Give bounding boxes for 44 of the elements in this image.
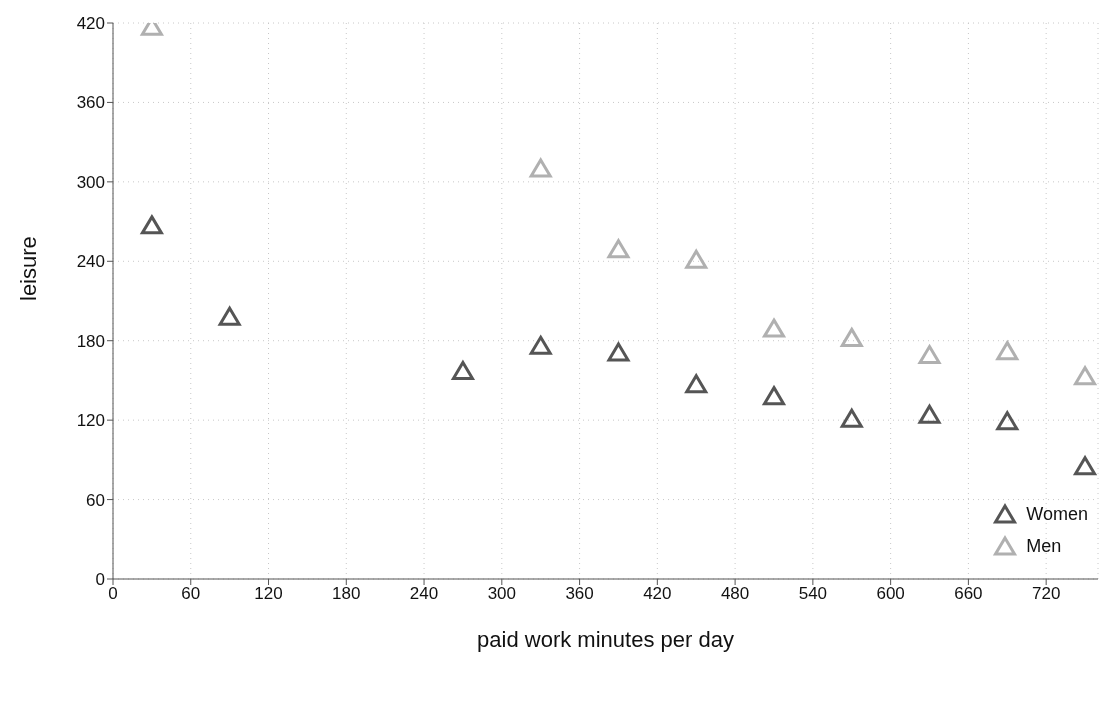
point: [218, 306, 241, 326]
point: [762, 386, 785, 406]
point: [840, 327, 863, 347]
x-tick-label: 720: [1031, 584, 1061, 604]
point: [1074, 366, 1097, 386]
y-tick-label: 60: [86, 490, 105, 510]
point: [840, 408, 863, 428]
y-tick-label: 420: [76, 14, 105, 34]
x-tick-label: 240: [409, 584, 439, 604]
point: [529, 158, 552, 178]
point: [607, 239, 630, 259]
x-tick-label: 60: [181, 584, 201, 604]
x-tick-label: 180: [332, 584, 361, 604]
x-tick-label: 0: [108, 584, 118, 604]
point: [607, 342, 630, 362]
x-tick-label: 600: [876, 584, 905, 604]
point: [685, 249, 708, 269]
y-tick-label: 360: [76, 93, 105, 113]
y-axis-title: leisure: [15, 236, 41, 301]
x-tick-label: 120: [254, 584, 283, 604]
y-tick-label: 0: [95, 570, 105, 590]
y-tick-label: 300: [76, 172, 105, 192]
x-tick-label: 360: [565, 584, 594, 604]
x-axis-title: paid work minutes per day: [477, 627, 734, 652]
point: [762, 318, 785, 338]
x-tick-label: 540: [798, 584, 828, 604]
point: [140, 215, 163, 235]
point: [685, 374, 708, 394]
x-tick-label: 300: [487, 584, 516, 604]
point: [529, 335, 552, 355]
point: [918, 404, 941, 424]
point: [1074, 456, 1097, 476]
x-tick-label: 480: [720, 584, 750, 604]
y-tick-label: 180: [76, 331, 105, 351]
legend-label: Men: [1026, 535, 1062, 557]
legend-label: Women: [1026, 503, 1088, 525]
y-tick-label: 240: [76, 252, 105, 272]
point: [996, 341, 1019, 361]
point: [996, 411, 1019, 431]
y-tick-label: 120: [76, 411, 105, 431]
point: [451, 360, 474, 380]
x-tick-label: 660: [954, 584, 983, 604]
x-tick-label: 420: [643, 584, 672, 604]
point: [918, 345, 941, 365]
